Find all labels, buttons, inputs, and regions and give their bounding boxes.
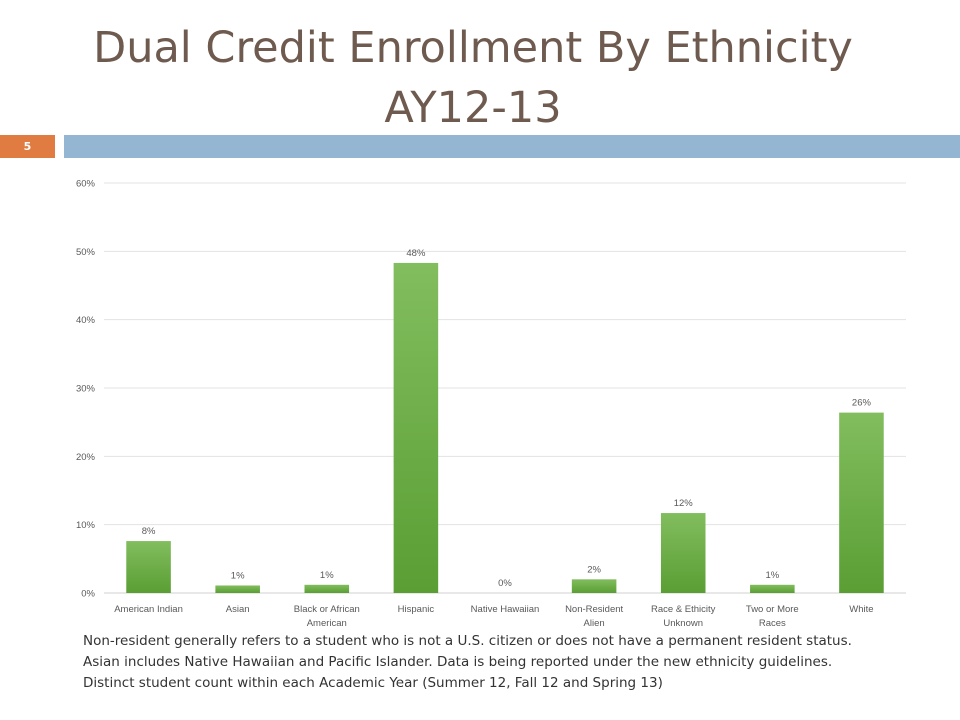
category-label: Race & Ethicity — [651, 604, 716, 615]
bar — [660, 513, 706, 593]
category-label: Hispanic — [398, 604, 435, 615]
bar — [126, 541, 171, 593]
y-tick-label: 10% — [76, 520, 96, 531]
data-label: 26% — [852, 398, 872, 409]
bars — [126, 262, 884, 593]
category-label: White — [849, 604, 873, 615]
y-tick-label: 50% — [76, 247, 96, 258]
y-tick-label: 60% — [76, 179, 96, 190]
category-label: Black or African — [294, 604, 360, 615]
data-label: 1% — [231, 570, 245, 581]
data-label: 1% — [320, 570, 334, 581]
category-label: Races — [759, 618, 786, 629]
category-label: American Indian — [114, 604, 183, 615]
title-line-1: Dual Credit Enrollment By Ethnicity — [93, 23, 853, 73]
category-label: Alien — [584, 618, 605, 629]
category-label: Non-Resident — [565, 604, 623, 615]
bar — [393, 262, 439, 593]
bar — [215, 585, 260, 593]
data-label: 8% — [142, 526, 156, 537]
y-tick-label: 0% — [81, 589, 95, 600]
category-label: Native Hawaiian — [471, 604, 540, 615]
labels: 0% 10% 20% 30% 40% 50% 60% 8% American Indian 1% A… — [76, 179, 874, 630]
category-label: Asian — [226, 604, 250, 615]
y-tick-label: 40% — [76, 315, 96, 326]
header-rule — [64, 135, 960, 158]
category-label: Two or More — [746, 604, 799, 615]
category-label: Unknown — [663, 618, 703, 629]
y-tick-label: 30% — [76, 384, 96, 395]
slide-title: Dual Credit Enrollment By Ethnicity AY12… — [0, 18, 946, 138]
data-label: 2% — [587, 564, 601, 575]
footnote: Non-resident generally refers to a stude… — [83, 633, 852, 691]
data-label: 1% — [765, 570, 779, 581]
title-line-2: AY12-13 — [384, 83, 562, 133]
data-label: 0% — [498, 578, 512, 589]
gridlines — [104, 182, 906, 594]
y-tick-label: 20% — [76, 452, 96, 463]
bar — [750, 584, 795, 593]
bar — [571, 579, 617, 593]
bar — [839, 412, 884, 593]
bar — [304, 584, 350, 593]
slide-number: 5 — [0, 135, 55, 158]
data-label: 12% — [674, 498, 694, 509]
data-label: 48% — [406, 248, 426, 259]
category-label: American — [307, 618, 347, 629]
